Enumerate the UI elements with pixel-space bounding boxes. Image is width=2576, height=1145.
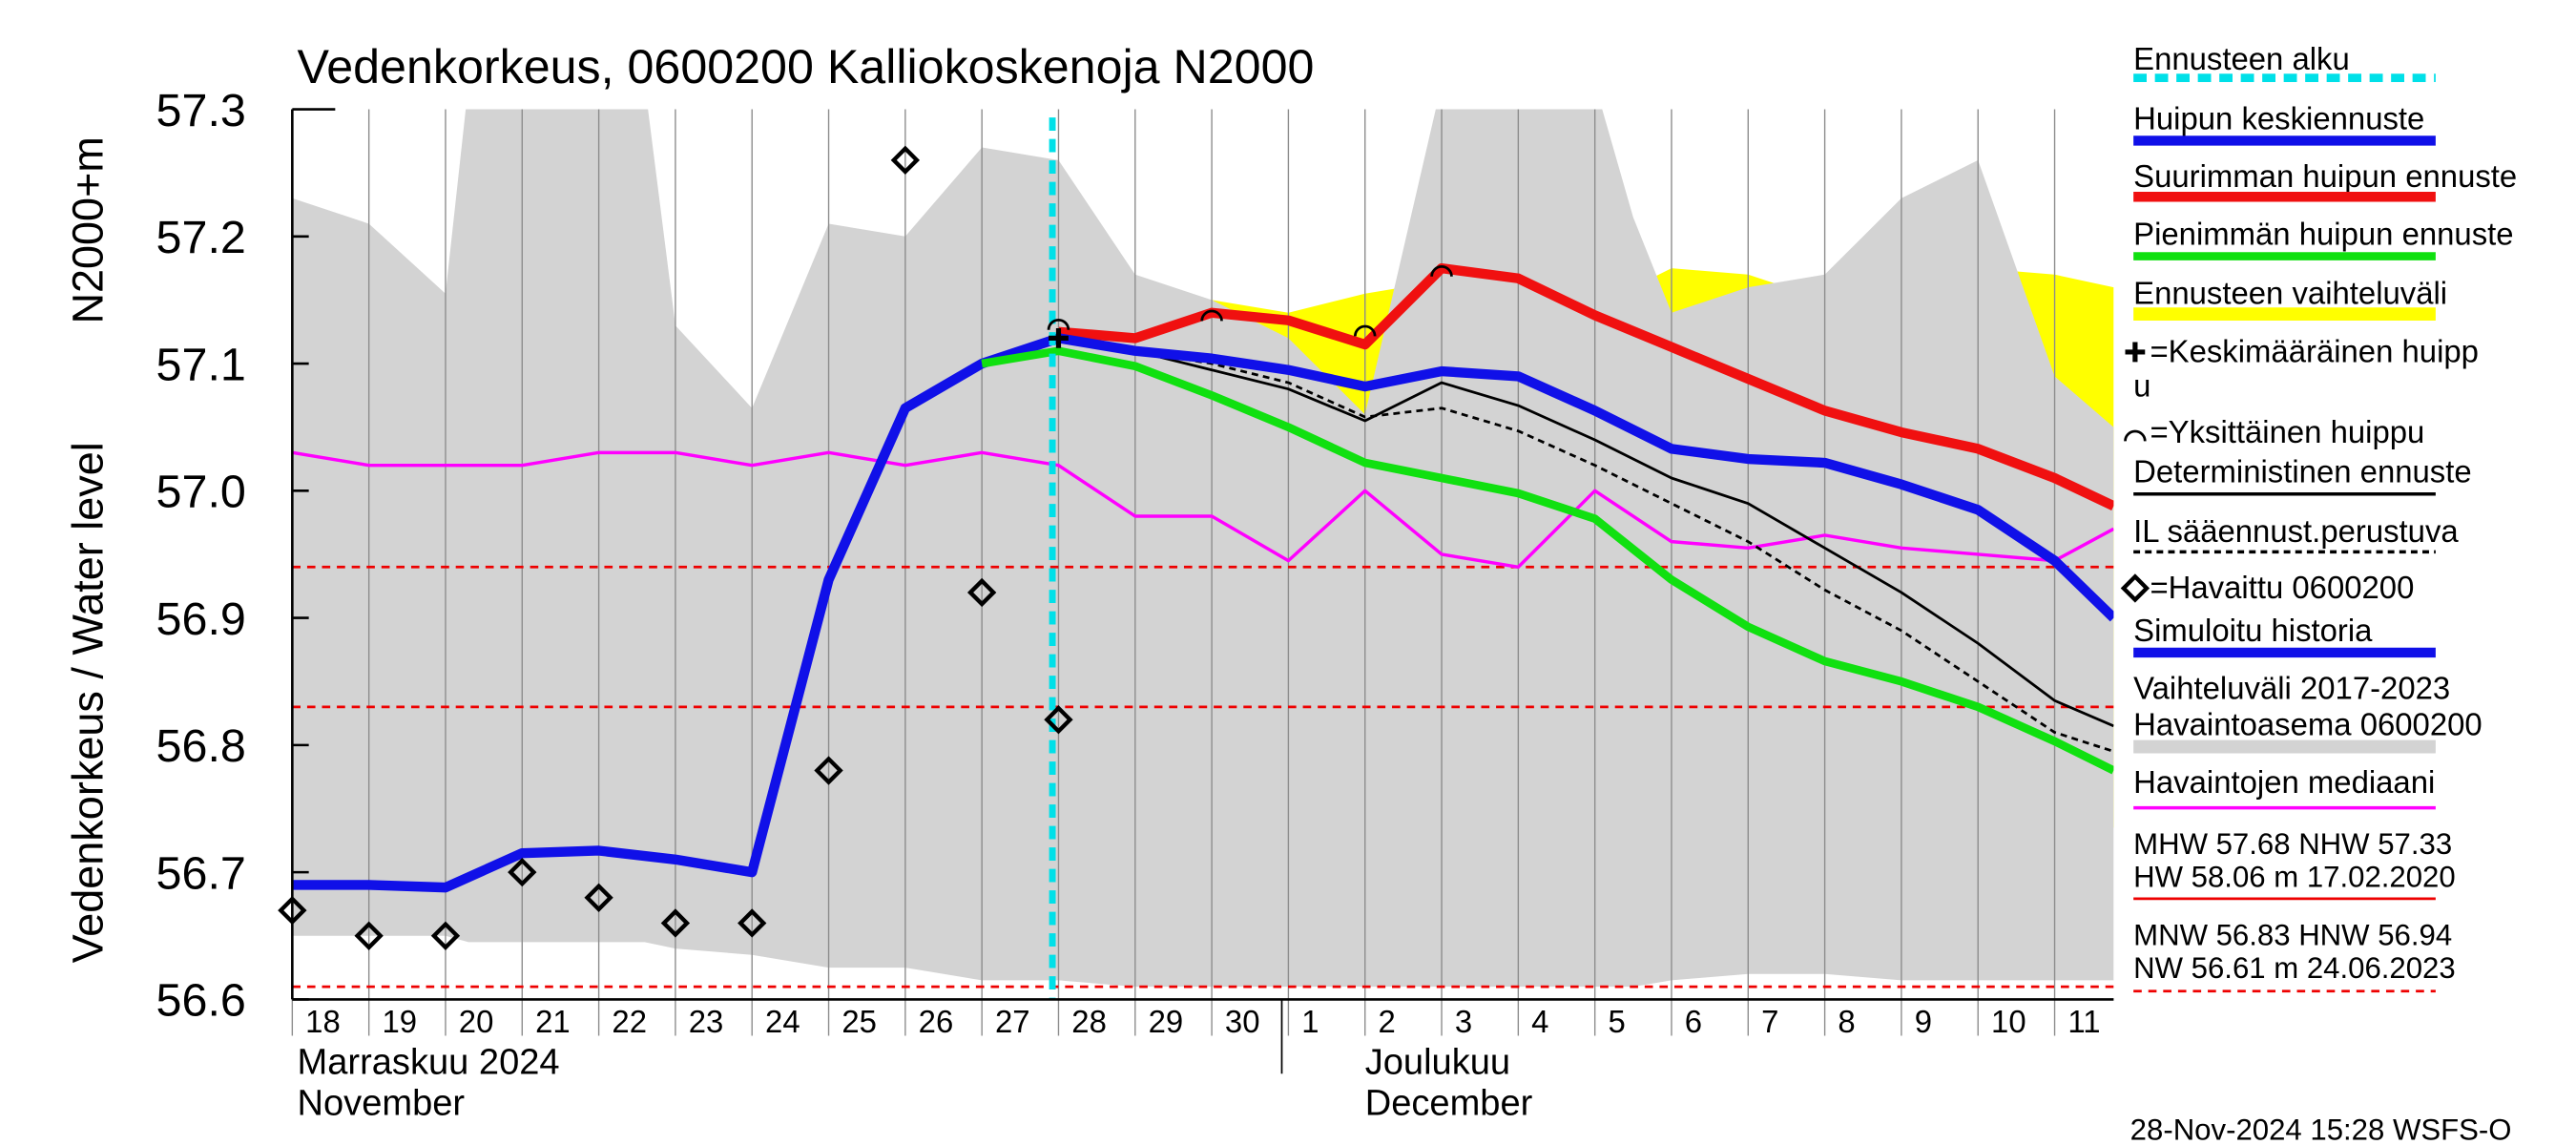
y-tick-label: 56.7 xyxy=(156,847,246,899)
y-axis-unit: N2000+m xyxy=(63,136,112,323)
y-tick-label: 56.8 xyxy=(156,720,246,772)
legend-label: =Keskimääräinen huipp xyxy=(2150,333,2479,368)
x-tick-label: 10 xyxy=(1991,1004,2026,1039)
x-tick-label: 22 xyxy=(612,1004,647,1039)
series-line xyxy=(292,450,2114,570)
x-tick-label: 28 xyxy=(1071,1004,1107,1039)
x-tick-label: 1 xyxy=(1301,1004,1319,1039)
legend-label: Havaintojen mediaani xyxy=(2133,764,2435,800)
x-tick-label: 23 xyxy=(689,1004,724,1039)
x-group-label: November xyxy=(298,1084,466,1124)
marker-diamond xyxy=(584,883,613,912)
x-tick-label: 11 xyxy=(2067,1004,2100,1039)
series-line xyxy=(1057,333,2114,622)
overlay: 18 19 20 21 22 23 24 25 26 27 28 29 30 1 2 3 4 5 6 7 8 9 10 11M… xyxy=(156,85,2114,1124)
y-tick-label: 56.9 xyxy=(156,593,246,645)
stat-text: MHW 57.68 NHW 57.33 xyxy=(2133,827,2452,861)
x-tick-label: 24 xyxy=(765,1004,800,1039)
marker-diamond xyxy=(1044,705,1073,735)
legend-symbol xyxy=(2125,342,2146,363)
plot-area xyxy=(292,109,2114,1000)
legend-label: Pienimmän huipun ennuste xyxy=(2133,216,2513,251)
x-tick-label: 30 xyxy=(1225,1004,1260,1039)
legend-symbol xyxy=(2120,573,2150,603)
x-group-label: Joulukuu xyxy=(1365,1042,1510,1082)
stat-text: MNW 56.83 HNW 56.94 xyxy=(2133,918,2452,951)
legend-label: =Havaittu 0600200 xyxy=(2150,570,2414,605)
x-group-label: December xyxy=(1365,1084,1533,1124)
series-line xyxy=(1058,262,2114,511)
y-tick-label: 56.6 xyxy=(156,975,246,1027)
legend-label: Suurimman huipun ennuste xyxy=(2133,158,2517,194)
y-tick-label: 57.1 xyxy=(156,339,246,390)
x-group-label: Marraskuu 2024 xyxy=(298,1042,560,1082)
x-tick-label: 27 xyxy=(995,1004,1030,1039)
y-tick-label: 57.2 xyxy=(156,212,246,263)
band xyxy=(292,109,2114,988)
series-line xyxy=(1058,337,2114,753)
x-tick-label: 25 xyxy=(841,1004,877,1039)
legend-label: IL sääennust.perustuva xyxy=(2133,513,2459,549)
marker-arc xyxy=(1047,319,1070,330)
x-tick-label: 4 xyxy=(1531,1004,1548,1039)
marker-arc xyxy=(1200,309,1223,322)
legend-label: Simuloitu historia xyxy=(2133,613,2373,648)
y-tick-label: 57.3 xyxy=(156,85,246,136)
x-tick-label: 6 xyxy=(1685,1004,1702,1039)
series-line xyxy=(292,333,1061,893)
legend-label: u xyxy=(2133,368,2150,404)
legend-label: Ennusteen vaihteluväli xyxy=(2133,276,2447,311)
legend-label: Vaihteluväli 2017-2023 xyxy=(2133,670,2450,705)
legend-symbol xyxy=(2124,429,2147,442)
x-tick-label: 26 xyxy=(919,1004,954,1039)
marker-diamond xyxy=(430,921,461,950)
marker-diamond xyxy=(814,756,843,785)
legend-label: Huipun keskiennuste xyxy=(2133,100,2424,135)
marker-arc xyxy=(1353,324,1377,337)
marker-arc xyxy=(1430,265,1453,277)
legend-label: =Yksittäinen huippu xyxy=(2150,414,2424,449)
series-line xyxy=(1058,337,2114,728)
x-tick-label: 8 xyxy=(1838,1004,1855,1039)
marker-diamond xyxy=(660,908,691,938)
marker-diamond xyxy=(354,921,384,950)
x-tick-label: 3 xyxy=(1455,1004,1472,1039)
x-tick-label: 20 xyxy=(459,1004,494,1039)
x-tick-label: 19 xyxy=(383,1004,418,1039)
y-axis-label: Vedenkorkeus / Water level xyxy=(63,442,112,963)
x-tick-label: 2 xyxy=(1379,1004,1396,1039)
x-tick-label: 21 xyxy=(535,1004,571,1039)
x-tick-label: 18 xyxy=(305,1004,341,1039)
marker-diamond xyxy=(508,857,537,887)
series-line xyxy=(981,346,2114,775)
marker-diamond xyxy=(737,908,767,938)
stat-text: NW 56.61 m 24.06.2023 xyxy=(2133,951,2456,985)
marker-plus xyxy=(1049,328,1069,348)
x-tick-label: 5 xyxy=(1609,1004,1626,1039)
chart-title: Vedenkorkeus, 0600200 Kalliokoskenoja N2… xyxy=(298,40,1315,94)
legend-label: Deterministinen ennuste xyxy=(2133,454,2472,489)
legend-label: Ennusteen alku xyxy=(2133,41,2350,76)
x-tick-label: 29 xyxy=(1149,1004,1184,1039)
x-tick-label: 9 xyxy=(1915,1004,1932,1039)
marker-diamond xyxy=(966,577,997,608)
x-tick-label: 7 xyxy=(1761,1004,1778,1039)
y-tick-label: 57.0 xyxy=(156,467,246,518)
footer: 28-Nov-2024 15:28 WSFS-O xyxy=(2130,1114,2512,1145)
marker-diamond xyxy=(890,145,921,176)
legend-label: Havaintoasema 0600200 xyxy=(2133,706,2483,741)
stat-text: HW 58.06 m 17.02.2020 xyxy=(2133,861,2456,894)
